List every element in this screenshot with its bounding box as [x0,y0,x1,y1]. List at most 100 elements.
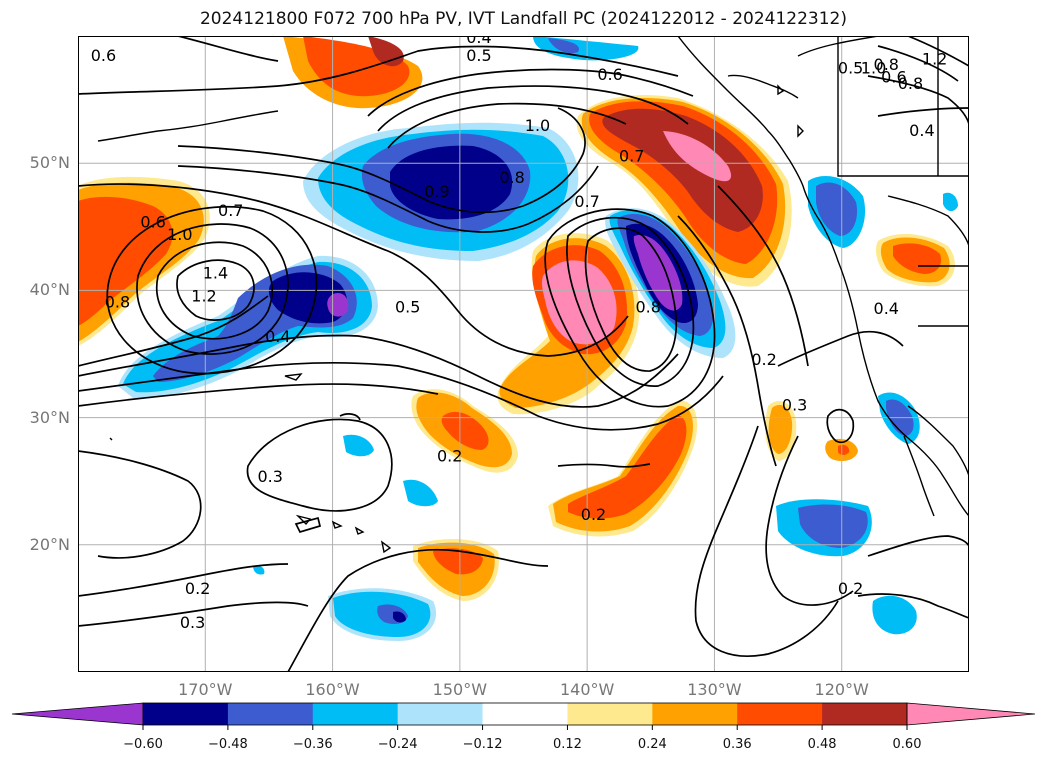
negative-anomaly-region [943,192,958,212]
island [797,124,804,138]
pv-contour [826,408,855,444]
pv-contour [544,208,716,408]
lon-tick-label: 120°W [814,680,869,699]
lat-tick-label: 20°N [29,534,70,554]
pv-contour [287,548,549,672]
contour-label: 0.8 [898,74,923,93]
coastline [903,435,935,517]
pv-contour [557,463,651,468]
pv-contour [294,516,322,534]
island-chain [97,110,279,142]
colorbar-tick-label: −0.12 [462,737,503,752]
lat-tick-label: 40°N [29,280,70,300]
pv-contour [867,535,969,557]
contour-label: 1.4 [203,263,228,282]
lon-tick-label: 160°W [305,680,360,699]
colorbar-segment [397,703,484,725]
pv-contour [339,413,361,421]
contour-label: 0.4 [265,327,290,346]
pv-contour [877,45,959,82]
colorbar-extend-low [11,702,144,726]
contour-label: 0.2 [185,579,210,598]
colorbar [11,702,1036,730]
contour-label: 0.7 [218,201,243,220]
contour-label: 0.4 [466,36,491,47]
colorbar-tick-label: 0.48 [807,737,837,752]
colorbar-tick-label: −0.36 [292,737,333,752]
contour-label: 0.2 [751,350,776,369]
pv-contour [765,435,854,606]
coastline [727,74,799,99]
pv-contour [106,205,318,375]
map-canvas: 0.60.40.50.61.00.80.70.90.70.60.71.01.41… [78,36,969,672]
pv-contour [78,450,202,559]
colorbar-border [142,702,908,726]
contour-label: 0.9 [424,182,449,201]
pc-shading-layer [78,36,958,641]
coastline [677,36,969,517]
island [331,520,343,529]
positive-anomaly-region [541,260,617,345]
pv-contour [177,165,599,233]
pv-contour [377,85,689,132]
contour-label: 0.7 [619,146,644,165]
negative-anomaly-region [633,234,683,311]
pv-contour [387,102,627,149]
contour-label: 0.4 [909,121,934,140]
negative-anomaly-region [548,38,579,54]
pv-contour [176,259,255,321]
pv-contour [677,215,777,467]
pv-contour [566,216,695,387]
pv-contour [777,330,904,367]
contour-label: 0.8 [874,55,899,74]
coastline [907,405,969,477]
negative-anomaly-region [343,434,374,457]
contour-label: 0.3 [782,396,807,415]
positive-anomaly-region [433,548,483,575]
colorbar-segment [482,703,568,725]
contour-label: 1.0 [861,59,886,78]
pv-contour [877,107,969,117]
contour-label: 0.6 [881,67,906,86]
positive-anomaly-region [838,444,850,455]
colorbar-segment [227,703,314,725]
pv-contour [584,227,678,372]
pv-contour [246,418,393,512]
positive-anomaly-region [303,36,410,97]
colorbar-tick-label: −0.24 [377,737,418,752]
island [284,373,303,381]
pv-contour [78,601,309,627]
chart-title: 2024121800 F072 700 hPa PV, IVT Landfall… [199,9,847,29]
contour-label: 0.6 [91,46,116,65]
contour-label: 1.2 [191,286,216,305]
contour-label: 0.5 [466,46,491,65]
contour-label: 0.6 [597,65,622,84]
pv-contour [177,107,586,214]
negative-anomaly-region [253,565,265,575]
pv-contour [857,593,969,619]
colorbar-tick-label: 0.36 [722,737,752,752]
contour-label: 0.2 [838,579,863,598]
colorbar-segment [567,703,653,725]
contour-label-layer: 0.60.40.50.61.00.80.70.90.70.60.71.01.41… [91,36,948,632]
contour-label: 0.2 [581,505,606,524]
pv-contour [867,75,969,125]
colorbar-segment [312,703,399,725]
lon-tick-label: 140°W [559,680,615,699]
contour-label: 0.8 [636,298,661,317]
pv-contour [136,223,289,355]
coastline [887,195,969,247]
contour-label: 0.7 [574,192,599,211]
colorbar-segment [822,703,908,725]
negative-anomaly-region [872,595,917,635]
pv-contour-layer [78,36,969,672]
pv-contour [367,68,694,117]
map-panel[interactable]: 0.6 0.4 0.5 0.6 1.0 0.8 0.7 0.9 0.7 0.6 0.7 1.0 1.4 1… [78,36,969,672]
island [354,526,365,535]
colorbar-tick-label: 0.24 [637,737,667,752]
pv-contour [78,383,439,407]
coastline-layer [97,36,969,554]
contour-label: 0.3 [257,467,282,486]
negative-anomaly-region [327,292,349,317]
contour-label: 0.5 [838,59,863,78]
